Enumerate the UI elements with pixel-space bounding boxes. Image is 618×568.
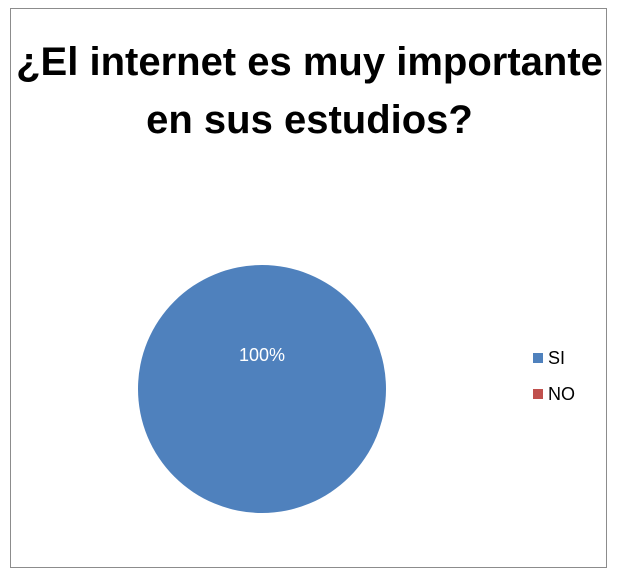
data-label-si: 100% — [239, 345, 285, 365]
chart-title: ¿El internet es muy importante en sus es… — [16, 40, 603, 142]
legend-label-no: NO — [548, 384, 575, 404]
pie-slices — [138, 265, 386, 513]
pie-data-labels: 100% — [239, 345, 285, 365]
legend-item-no: NO — [533, 382, 575, 406]
legend-swatch-si — [533, 353, 543, 363]
legend: SI NO — [533, 346, 575, 418]
legend-swatch-no — [533, 389, 543, 399]
legend-item-si: SI — [533, 346, 575, 370]
legend-label-si: SI — [548, 348, 566, 368]
pie-slice-si — [138, 265, 386, 513]
